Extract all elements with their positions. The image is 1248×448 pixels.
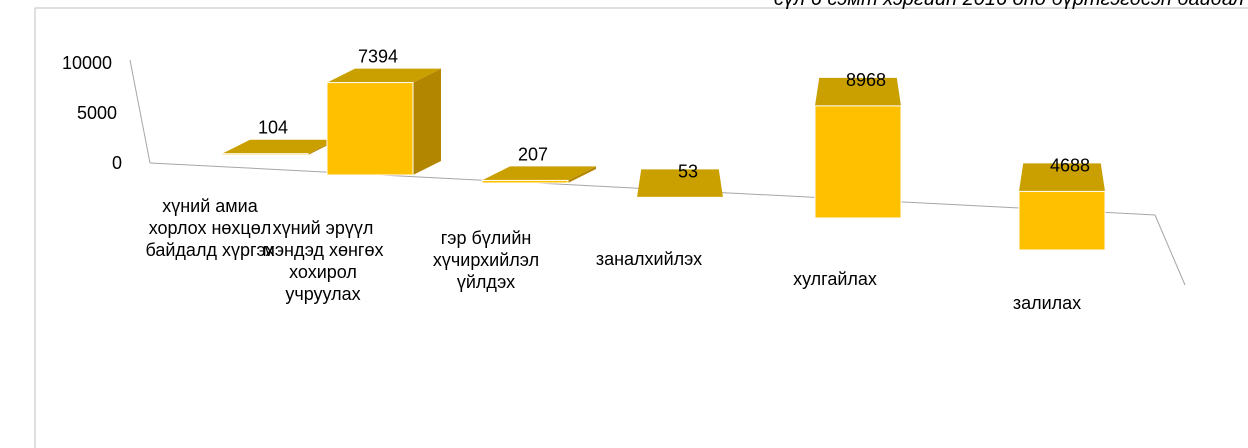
bar <box>814 77 902 219</box>
bar-top <box>637 169 723 198</box>
data-label: 4688 <box>1050 155 1090 175</box>
x-tick-label: хулгайлах <box>793 269 877 289</box>
bar-side <box>413 68 441 175</box>
bar-top <box>222 139 336 154</box>
data-label: 8968 <box>846 70 886 90</box>
chart-border <box>34 7 1248 448</box>
x-tick-label: хүний амиа хорлох нөхцөл байдалд хүргэх <box>145 196 275 260</box>
bar-top <box>1019 163 1105 192</box>
y-tick-label: 0 <box>112 153 122 173</box>
bar-front <box>1018 190 1106 251</box>
x-tick-label: гэр бүлийн хүчирхийлэл үйлдэх <box>432 228 540 292</box>
bar-front <box>481 179 569 184</box>
bar <box>221 139 336 156</box>
data-label: 7394 <box>358 47 398 67</box>
bar-front <box>814 105 902 219</box>
axis-wall <box>129 59 151 164</box>
data-label: 53 <box>678 161 698 181</box>
x-tick-label: хүний эрүүл мэндэд хөнгөх хохирол учруул… <box>262 218 384 304</box>
y-tick-label: 10000 <box>62 53 112 73</box>
bar-front <box>221 153 309 156</box>
data-label: 207 <box>518 144 548 164</box>
data-label: 104 <box>258 118 288 138</box>
y-tick-label: 5000 <box>77 103 117 123</box>
bar-front <box>326 82 414 176</box>
x-tick-label: заналхийлэх <box>595 249 703 269</box>
bar-side <box>568 166 596 183</box>
bar-top <box>482 166 596 181</box>
bar <box>636 169 724 199</box>
x-tick-label: залилах <box>1012 293 1082 313</box>
bar <box>326 68 441 176</box>
floor-edge <box>1154 214 1186 286</box>
bar-front <box>636 196 724 199</box>
bar <box>481 166 596 184</box>
chart-title: сүл 6 сэмт хэргийн 2016 оно бүртгэгдсэн … <box>774 0 1244 11</box>
bar-top <box>815 77 901 106</box>
bar <box>1018 163 1106 251</box>
bar-top <box>327 68 441 83</box>
